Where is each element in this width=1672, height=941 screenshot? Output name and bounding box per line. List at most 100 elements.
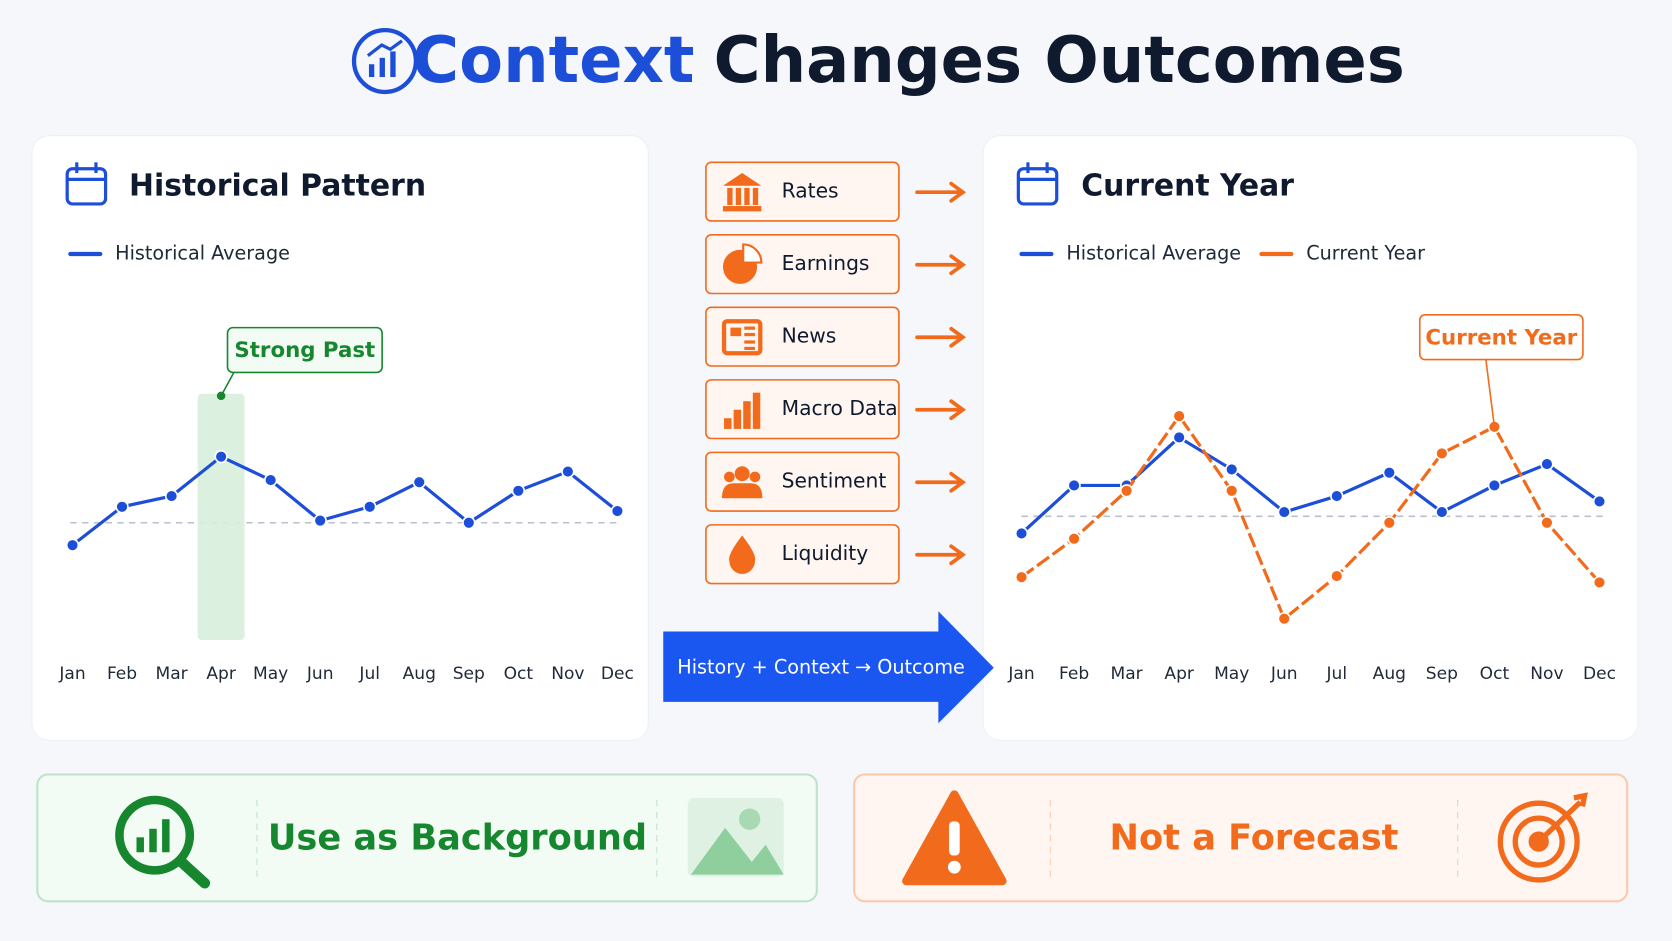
factor-card <box>705 524 900 585</box>
data-point <box>1382 465 1396 480</box>
icon-part <box>749 471 761 483</box>
data-point <box>1382 516 1396 530</box>
panel-title: Current Year <box>1081 168 1294 203</box>
icon-part <box>752 392 761 429</box>
factor-arrow <box>915 254 967 276</box>
x-tick-label: Dec <box>1583 664 1616 684</box>
highlight-band <box>197 393 245 641</box>
data-point <box>610 504 625 518</box>
data-point <box>1487 478 1502 493</box>
x-tick-label: Oct <box>1480 664 1510 684</box>
x-tick-label: Aug <box>403 664 436 684</box>
icon-part <box>743 401 751 429</box>
factor-icon <box>722 172 762 212</box>
icon-part <box>744 332 755 337</box>
data-point <box>1225 462 1239 477</box>
data-point <box>1592 494 1607 509</box>
icon-part <box>724 418 732 429</box>
factor-label: Rates <box>782 179 839 203</box>
flow-label: History + Context → Outcome <box>677 655 965 678</box>
x-tick-label: May <box>253 664 288 684</box>
series-line <box>1020 435 1601 535</box>
target-icon <box>1497 792 1588 883</box>
data-point <box>462 516 476 530</box>
data-point <box>1330 489 1344 503</box>
x-tick-label: Jan <box>58 664 85 684</box>
data-point <box>1592 575 1607 590</box>
x-tick-label: Sep <box>453 664 485 684</box>
data-point <box>1435 446 1449 461</box>
x-tick-label: Nov <box>551 664 584 684</box>
data-point <box>1067 532 1081 546</box>
data-point <box>1277 505 1291 519</box>
icon-part <box>752 187 759 205</box>
data-point <box>263 473 278 487</box>
factor-arrow <box>915 181 967 203</box>
data-point <box>1540 516 1554 530</box>
data-point <box>1014 570 1029 584</box>
icon-part <box>729 535 756 574</box>
x-tick-label: Jan <box>1007 664 1034 684</box>
image-icon <box>687 797 784 877</box>
data-point <box>561 464 575 479</box>
icon-part <box>727 187 733 205</box>
flow-arrow <box>663 611 994 724</box>
data-point <box>1067 478 1081 493</box>
data-point <box>1225 484 1239 498</box>
data-point <box>412 475 426 489</box>
x-tick-label: Apr <box>206 664 236 684</box>
x-tick-label: Jul <box>358 664 380 684</box>
magnifier-icon <box>115 795 211 889</box>
x-tick-label: Mar <box>1111 664 1144 684</box>
data-point <box>115 500 129 514</box>
factor-icon <box>722 243 763 284</box>
calendar-icon <box>1016 162 1059 206</box>
data-point <box>214 449 228 464</box>
x-tick-label: Sep <box>1426 664 1458 684</box>
factor-icon <box>729 535 756 574</box>
data-point <box>1540 457 1554 471</box>
x-tick-label: Jun <box>306 664 334 684</box>
icon-part <box>721 483 763 499</box>
footer-card <box>36 773 818 903</box>
page-title: Context Changes Outcomes <box>412 24 1405 98</box>
factor-icon <box>721 319 763 356</box>
legend-label: Current Year <box>1306 242 1425 265</box>
x-tick-label: May <box>1214 664 1249 684</box>
warning-icon <box>902 790 1007 886</box>
data-point <box>1435 505 1449 519</box>
icon-part <box>742 243 763 264</box>
factor-label: Liquidity <box>782 541 869 565</box>
factor-arrow <box>915 399 967 421</box>
data-point <box>164 489 179 503</box>
x-tick-label: Feb <box>1059 664 1089 684</box>
annotation-leader <box>220 372 235 397</box>
series-line <box>1020 414 1601 621</box>
icon-part <box>722 172 762 186</box>
factor-arrow <box>915 326 967 348</box>
data-point <box>1119 484 1134 498</box>
icon-part <box>734 466 750 482</box>
title-rest: Changes Outcomes <box>714 24 1405 98</box>
icon-part <box>735 187 742 205</box>
series-line <box>71 455 619 547</box>
x-tick-label: Nov <box>1530 664 1563 684</box>
annotation-box <box>226 326 383 374</box>
panel-title: Historical Pattern <box>129 168 426 203</box>
icon-part <box>744 346 755 351</box>
x-tick-label: Mar <box>155 664 188 684</box>
icon-part <box>744 326 755 330</box>
factor-label: Sentiment <box>782 469 887 493</box>
legend-label: Historical Average <box>115 242 290 265</box>
title-icon <box>351 27 418 95</box>
annotation-text: Current Year <box>1425 325 1577 350</box>
annotation-box <box>1418 314 1584 361</box>
factor-label: News <box>782 324 837 348</box>
icon-part <box>724 471 735 483</box>
data-point <box>511 484 525 498</box>
x-tick-label: Oct <box>504 664 534 684</box>
icon-part <box>744 187 750 205</box>
footer-card <box>853 773 1629 903</box>
data-point <box>1014 526 1029 541</box>
